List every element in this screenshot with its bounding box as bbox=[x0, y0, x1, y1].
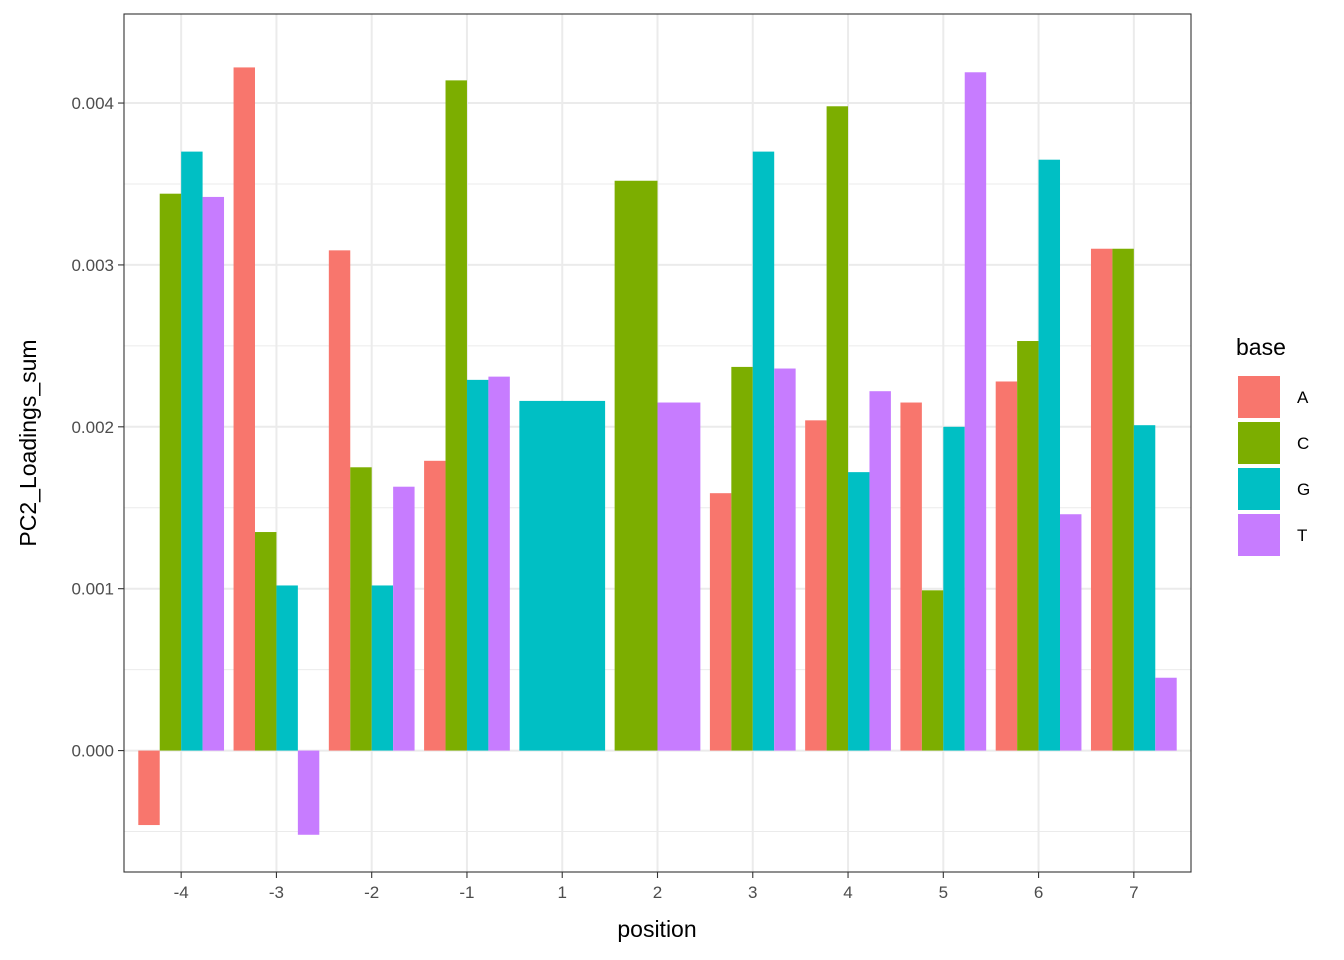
bar-5-A bbox=[900, 402, 922, 751]
x-tick-label: 4 bbox=[843, 883, 852, 902]
bar--3-A bbox=[233, 67, 255, 751]
bar-4-A bbox=[805, 420, 827, 751]
legend-key-C bbox=[1238, 422, 1280, 464]
bar-5-G bbox=[943, 426, 965, 751]
bar-7-G bbox=[1133, 425, 1156, 751]
bar-3-A bbox=[709, 493, 732, 751]
bars bbox=[138, 67, 1177, 835]
y-tick-label: 0.000 bbox=[71, 742, 114, 761]
y-tick-label: 0.001 bbox=[71, 580, 114, 599]
y-tick-label: 0.004 bbox=[71, 94, 114, 113]
x-tick-label: 7 bbox=[1129, 883, 1138, 902]
bar--1-T bbox=[488, 376, 510, 751]
x-tick-label: -2 bbox=[364, 883, 379, 902]
x-axis: -4 -3 -2 -1 1 2 3 4 5 6 7 bbox=[174, 872, 1139, 902]
x-tick-label: 6 bbox=[1034, 883, 1043, 902]
bar-4-G bbox=[848, 472, 870, 751]
legend-label-G: G bbox=[1297, 480, 1310, 499]
bar-5-C bbox=[921, 590, 944, 751]
bar-2-C bbox=[614, 180, 658, 751]
x-axis-title: position bbox=[617, 916, 696, 942]
legend-label-T: T bbox=[1297, 526, 1307, 545]
bar--1-G bbox=[466, 379, 489, 751]
x-tick-label: -4 bbox=[174, 883, 189, 902]
x-tick-label: -1 bbox=[459, 883, 474, 902]
bar--2-C bbox=[350, 467, 372, 751]
bar--3-G bbox=[276, 585, 298, 751]
bar--2-T bbox=[393, 486, 415, 751]
bar-1-G bbox=[519, 400, 606, 751]
bar--1-A bbox=[424, 460, 446, 751]
bar--4-C bbox=[159, 193, 182, 751]
bar-7-T bbox=[1155, 677, 1177, 751]
y-axis: 0.000 0.001 0.002 0.003 0.004 bbox=[71, 94, 124, 761]
bar-6-G bbox=[1038, 159, 1061, 751]
bar-6-A bbox=[995, 381, 1018, 751]
legend-label-C: C bbox=[1297, 434, 1309, 453]
legend-key-T bbox=[1238, 514, 1280, 556]
bar-3-T bbox=[774, 368, 796, 751]
bar-6-T bbox=[1060, 514, 1082, 751]
x-tick-label: -3 bbox=[269, 883, 284, 902]
x-tick-label: 5 bbox=[939, 883, 948, 902]
x-tick-label: 2 bbox=[653, 883, 662, 902]
bar-6-C bbox=[1017, 341, 1039, 751]
bar--2-A bbox=[328, 250, 351, 751]
bar-5-T bbox=[964, 72, 987, 751]
x-tick-label: 1 bbox=[557, 883, 566, 902]
bar--4-G bbox=[181, 151, 203, 751]
bar-2-T bbox=[657, 402, 701, 751]
bar--3-T bbox=[297, 750, 320, 835]
bar--4-T bbox=[202, 196, 225, 751]
x-tick-label: 3 bbox=[748, 883, 757, 902]
legend-title: base bbox=[1236, 334, 1286, 360]
legend-key-G bbox=[1238, 468, 1280, 510]
bar--2-G bbox=[371, 585, 394, 751]
bar-4-C bbox=[826, 106, 849, 751]
bar-7-A bbox=[1090, 248, 1113, 751]
legend-label-A: A bbox=[1297, 388, 1309, 407]
bar--1-C bbox=[445, 80, 467, 751]
y-axis-title: PC2_Loadings_sum bbox=[15, 339, 41, 546]
bar-3-C bbox=[731, 366, 753, 751]
bar--3-C bbox=[254, 532, 277, 751]
legend: base A C G T bbox=[1236, 334, 1310, 556]
bar--4-A bbox=[138, 750, 160, 826]
bar-7-C bbox=[1112, 248, 1134, 751]
legend-keys: A C G T bbox=[1238, 376, 1310, 556]
bar-3-G bbox=[752, 151, 775, 751]
legend-key-A bbox=[1238, 376, 1280, 418]
y-tick-label: 0.002 bbox=[71, 418, 114, 437]
bar-4-T bbox=[869, 391, 891, 751]
y-tick-label: 0.003 bbox=[71, 256, 114, 275]
